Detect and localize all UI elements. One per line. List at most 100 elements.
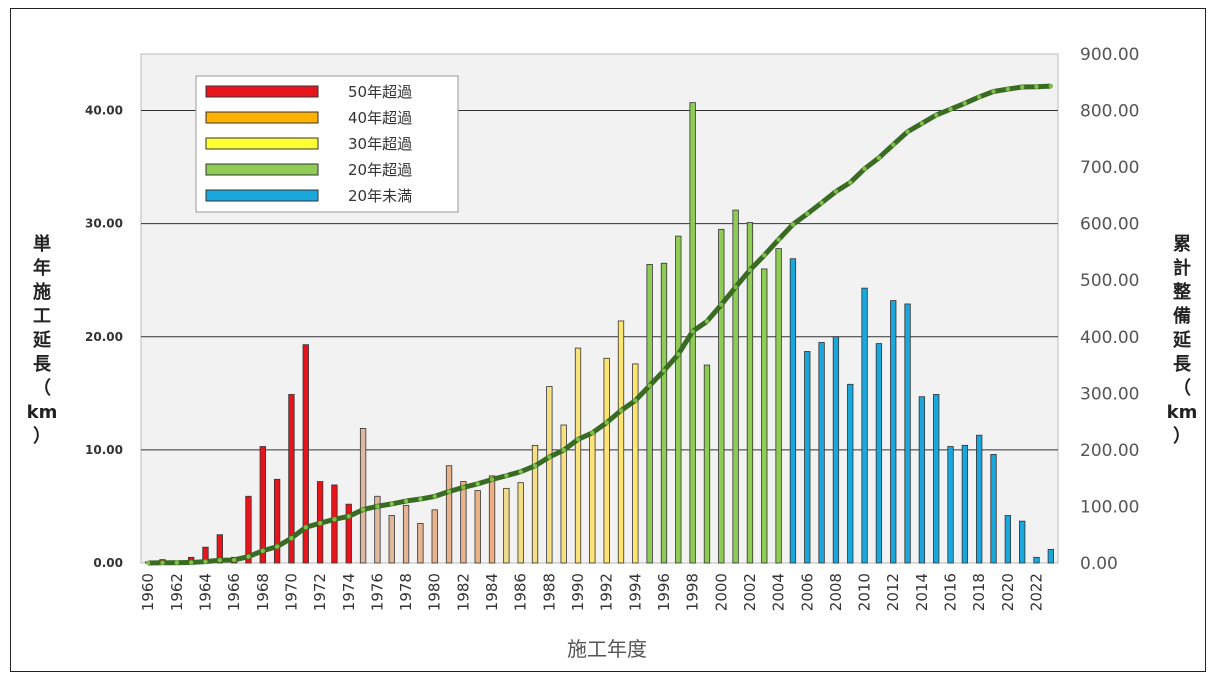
x-tick-label: 2010 xyxy=(856,573,874,611)
x-tick-label: 1962 xyxy=(168,573,186,611)
bar xyxy=(804,351,811,564)
bar xyxy=(531,444,539,564)
line-point xyxy=(518,469,523,474)
right-tick-label: 300.00 xyxy=(1080,384,1139,404)
bar xyxy=(574,347,582,564)
bar xyxy=(331,484,338,564)
axis-title-char: 単 xyxy=(33,233,51,255)
bar xyxy=(746,222,754,564)
legend-label: 20年超過 xyxy=(348,161,412,179)
axis-title-char: 延 xyxy=(32,330,52,351)
left-tick-label: 30.00 xyxy=(85,217,123,231)
left-tick-label: 0.00 xyxy=(93,556,123,570)
right-tick-label: 0.00 xyxy=(1080,554,1118,574)
x-tick-label: 1972 xyxy=(311,573,329,611)
line-point xyxy=(976,94,982,100)
axis-title-char: 備 xyxy=(1173,305,1191,327)
x-tick-label: 1986 xyxy=(512,573,530,611)
line-point xyxy=(690,329,695,334)
bar xyxy=(216,534,223,564)
bar xyxy=(474,490,481,564)
line-point xyxy=(1005,86,1011,92)
line-point xyxy=(346,514,351,519)
x-tick-label: 1998 xyxy=(684,573,702,611)
axis-title-char: 年 xyxy=(33,257,51,279)
x-tick-label: 1992 xyxy=(598,573,616,611)
legend-label: 30年超過 xyxy=(348,135,412,153)
bar xyxy=(847,383,854,564)
line-point xyxy=(604,420,609,425)
line-point xyxy=(948,106,953,112)
line-point xyxy=(188,560,194,565)
x-tick-label: 2022 xyxy=(1028,573,1046,611)
bar xyxy=(259,446,266,564)
bar xyxy=(976,434,983,564)
bar xyxy=(761,268,768,564)
bar xyxy=(302,344,309,564)
x-tick-label: 2008 xyxy=(827,573,845,611)
line-point xyxy=(661,368,667,373)
line-point xyxy=(733,284,738,290)
line-point xyxy=(1034,84,1039,89)
x-tick-label: 1982 xyxy=(454,573,472,611)
line-point xyxy=(475,481,480,487)
axis-title-char: km xyxy=(1167,402,1198,423)
bar xyxy=(1047,549,1054,564)
line-point xyxy=(719,302,724,307)
left-tick-label: 10.00 xyxy=(85,443,123,457)
x-tick-label: 2000 xyxy=(712,573,730,611)
x-tick-label: 1960 xyxy=(139,573,157,611)
line-point xyxy=(891,142,896,147)
line-point xyxy=(260,548,265,553)
axis-title-char: ） xyxy=(1173,426,1191,447)
bar xyxy=(1019,520,1026,564)
bar xyxy=(890,300,897,564)
bar xyxy=(861,287,868,564)
x-tick-label: 1978 xyxy=(397,573,415,611)
line-point xyxy=(991,89,996,94)
x-tick-label: 2020 xyxy=(999,573,1017,611)
legend-swatch xyxy=(205,85,319,98)
line-point xyxy=(375,504,380,509)
line-point xyxy=(819,200,824,205)
bar xyxy=(431,509,438,564)
line-point xyxy=(1048,83,1054,89)
x-tick-label: 1966 xyxy=(225,573,243,611)
x-axis-title: 施工年度 xyxy=(567,637,647,661)
line-point xyxy=(389,501,394,507)
line-point xyxy=(647,383,652,388)
x-tick-label: 1968 xyxy=(254,573,272,611)
line-point xyxy=(274,544,280,549)
legend-label: 50年超過 xyxy=(348,83,412,101)
bar xyxy=(818,342,825,564)
bar xyxy=(560,424,567,564)
axis-title-char: （ xyxy=(33,378,51,399)
line-point xyxy=(1019,84,1025,90)
x-tick-label: 2006 xyxy=(798,573,816,611)
bar xyxy=(875,343,883,564)
line-point xyxy=(418,496,423,502)
axis-title-char: 計 xyxy=(1173,257,1191,279)
line-point xyxy=(403,498,409,504)
axis-title-char: （ xyxy=(1173,378,1191,399)
axis-title-char: 累 xyxy=(1173,234,1191,255)
line-point xyxy=(618,408,624,413)
x-tick-label: 2004 xyxy=(770,573,788,611)
bar xyxy=(359,427,367,564)
line-point xyxy=(489,477,495,482)
axis-title-char: km xyxy=(27,402,58,423)
bar xyxy=(947,446,954,564)
axis-title-char: 長 xyxy=(1173,354,1192,375)
line-point xyxy=(145,560,151,566)
line-point xyxy=(805,211,810,217)
x-tick-label: 1964 xyxy=(196,573,214,611)
bar xyxy=(374,495,381,564)
line-point xyxy=(217,558,223,563)
legend-swatch xyxy=(205,111,319,124)
x-tick-label: 2012 xyxy=(884,573,902,611)
bar xyxy=(589,432,596,564)
line-point xyxy=(934,112,939,118)
line-point xyxy=(303,525,308,530)
line-point xyxy=(575,437,581,442)
left-axis-ticks: 0.00 10.00 20.00 30.00 40.00 xyxy=(85,104,123,570)
